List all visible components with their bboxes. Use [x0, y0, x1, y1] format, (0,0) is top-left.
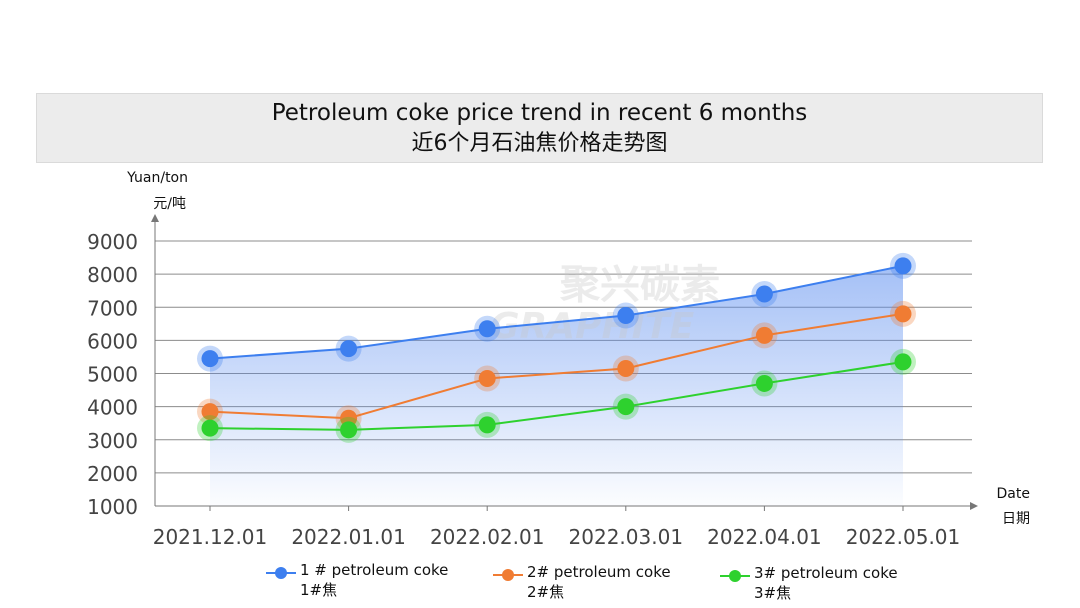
legend-marker-3	[720, 570, 750, 582]
series-1-point	[478, 320, 496, 338]
y-tick-label: 4000	[87, 396, 138, 420]
legend-label-3: 3# petroleum coke 3#焦	[754, 564, 898, 602]
x-tick-label: 2022.05.01	[846, 525, 961, 549]
series-1-point	[894, 257, 912, 275]
series-2-point	[617, 360, 635, 378]
x-axis-arrow	[970, 502, 978, 510]
chart-title-en: Petroleum coke price trend in recent 6 m…	[271, 100, 808, 126]
x-tick-label: 2022.04.01	[707, 525, 822, 549]
series-3-line	[209, 360, 904, 431]
x-tick-label: 2022.01.01	[291, 525, 406, 549]
y-tick-label: 8000	[87, 263, 138, 287]
watermark: 聚兴碳素 GRAPHITE	[490, 262, 720, 347]
watermark-graphite-text: GRAPHITE	[490, 306, 695, 347]
legend-marker-2	[493, 569, 523, 581]
series-3-point	[755, 374, 773, 392]
x-axis-label-zh: 日期	[1002, 511, 1030, 527]
x-axis-label-en: Date	[996, 486, 1030, 502]
chart-title-box: Petroleum coke price trend in recent 6 m…	[36, 93, 1043, 163]
y-axis-arrow	[151, 214, 159, 222]
y-axis-label-en: Yuan/ton	[127, 170, 188, 186]
series-3-point	[894, 353, 912, 371]
series-lines	[209, 264, 904, 431]
y-tick-label: 9000	[87, 230, 138, 254]
x-tick-label: 2022.03.01	[569, 525, 684, 549]
y-tick-label: 5000	[87, 363, 138, 387]
series-points	[197, 252, 916, 443]
y-axis-label-zh: 元/吨	[153, 196, 186, 212]
y-tick-label: 1000	[87, 495, 138, 519]
x-tick-labels: 2021.12.01 2022.01.01 2022.02.01 2022.03.01…	[153, 525, 961, 549]
legend-label-1: 1 # petroleum coke 1#焦	[300, 561, 449, 599]
watermark-logo-text: 聚兴碳素	[559, 262, 720, 308]
x-tick-label: 2022.02.01	[430, 525, 545, 549]
series-1-point	[340, 340, 358, 358]
chart-title-zh: 近6个月石油焦价格走势图	[411, 131, 668, 156]
y-tick-label: 3000	[87, 429, 138, 453]
series-3-point	[478, 416, 496, 434]
series-3-point	[617, 398, 635, 416]
series-3-point	[340, 421, 358, 439]
legend-label-2: 2# petroleum coke 2#焦	[527, 563, 671, 601]
series-2-point	[201, 403, 219, 421]
series-1-point	[755, 285, 773, 303]
y-tick-label: 6000	[87, 329, 138, 353]
y-tick-label: 2000	[87, 462, 138, 486]
series-2-point	[894, 305, 912, 323]
series-3-point	[201, 419, 219, 437]
series-2-point	[755, 326, 773, 344]
legend-marker-1	[266, 567, 296, 579]
series-2-line	[209, 312, 904, 420]
series-1-line	[209, 264, 904, 360]
series-1-area	[210, 265, 903, 506]
series-2-point	[478, 369, 496, 387]
series-1-point	[617, 307, 635, 325]
x-tick-label: 2021.12.01	[153, 525, 268, 549]
y-tick-labels: 1000 2000 3000 4000 5000 6000 7000 8000 9000	[87, 230, 138, 519]
y-tick-label: 7000	[87, 296, 138, 320]
series-1-point	[201, 350, 219, 368]
area-fill	[210, 265, 903, 506]
